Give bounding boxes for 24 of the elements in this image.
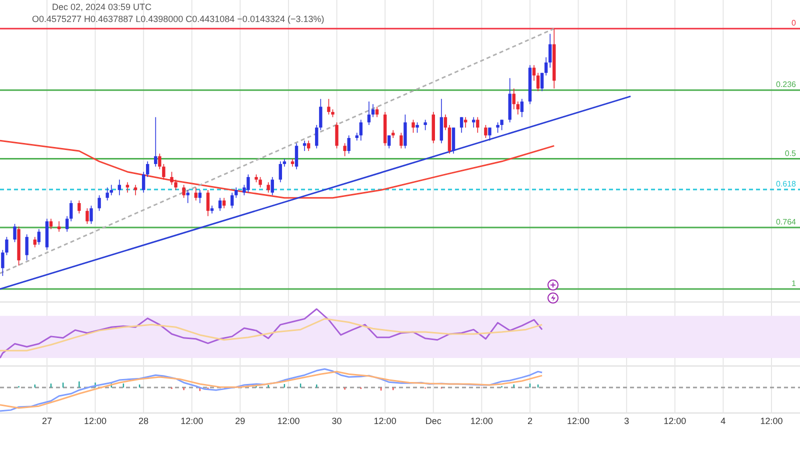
- chart-title: Dec 02, 2024 03:59 UTC: [52, 2, 152, 12]
- y-tick-label: 0.764: [776, 218, 797, 227]
- x-tick-label: 2: [527, 416, 532, 426]
- x-tick-label: 12:00: [180, 416, 204, 426]
- y-tick-label: 0: [792, 18, 797, 28]
- x-tick-label: 29: [235, 416, 246, 426]
- x-tick-label: 12:00: [567, 416, 590, 426]
- y-tick-label: 0.618: [776, 180, 797, 189]
- x-tick-label: 12:00: [84, 416, 107, 426]
- x-tick-label: 27: [42, 416, 52, 426]
- y-tick-label: 1: [792, 278, 797, 288]
- x-tick-label: 28: [138, 416, 149, 426]
- y-tick-label: 0.236: [776, 80, 797, 90]
- x-tick-label: 12:00: [374, 416, 396, 426]
- x-tick-label: 12:00: [664, 416, 686, 426]
- y-tick-label: 0.5: [784, 148, 797, 158]
- x-tick-label: 12:00: [277, 416, 300, 426]
- x-tick-label: 12:00: [760, 416, 783, 426]
- x-tick-label: Dec: [425, 416, 442, 426]
- x-tick-label: 12:00: [470, 416, 493, 426]
- x-tick-label: 30: [332, 416, 342, 426]
- x-tick-label: 4: [720, 416, 726, 426]
- annotation: O0.4575277 H0.4637887 L0.4398000 C0.4431084 −0.0143324 (−3.13%): [32, 14, 324, 24]
- x-tick-label: 3: [624, 416, 630, 426]
